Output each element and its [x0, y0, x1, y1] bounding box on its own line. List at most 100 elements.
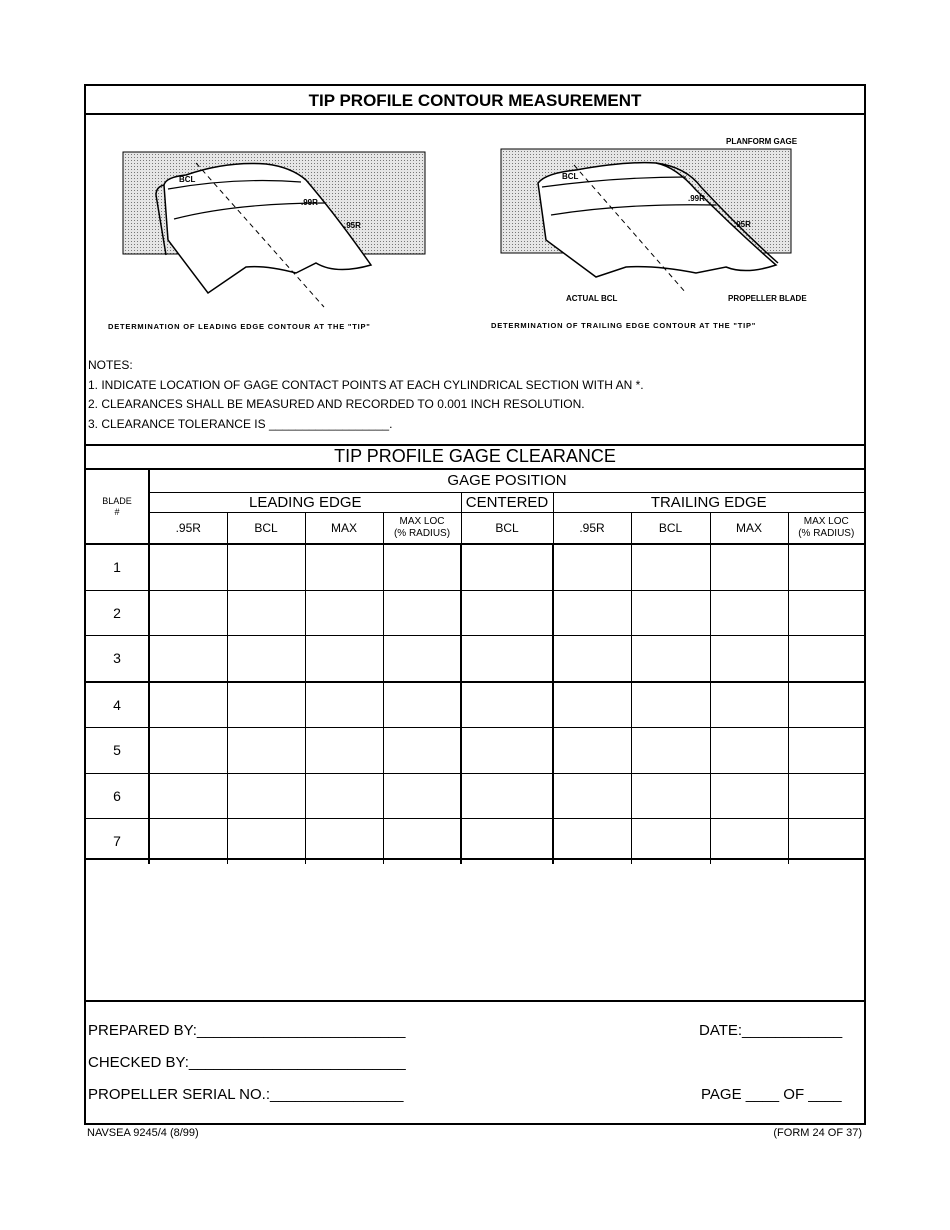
clearance-cell[interactable]	[709, 635, 789, 682]
prepared-by-field[interactable]: PREPARED BY:_________________________	[88, 1022, 406, 1039]
clearance-cell[interactable]	[552, 727, 632, 774]
column-header-line: (% RADIUS)	[393, 527, 451, 539]
clearance-cell[interactable]	[226, 543, 306, 591]
clearance-cell[interactable]	[630, 543, 711, 591]
clearance-cell[interactable]	[304, 589, 384, 636]
clearance-cell[interactable]	[630, 727, 711, 774]
clearance-cell[interactable]	[226, 635, 306, 682]
clearance-cell[interactable]	[709, 727, 789, 774]
clearance-cell[interactable]	[382, 543, 462, 591]
table-row: 7	[86, 818, 864, 864]
column-header: MAX LOC (% RADIUS)	[382, 511, 462, 545]
clearance-cell[interactable]	[630, 818, 711, 864]
caption-trailing-edge: DETERMINATION OF TRAILING EDGE CONTOUR A…	[491, 321, 756, 330]
clearance-cell[interactable]	[226, 818, 306, 864]
clearance-cell[interactable]	[460, 589, 554, 636]
clearance-cell[interactable]	[787, 543, 864, 591]
clearance-cell[interactable]	[382, 818, 462, 864]
clearance-cell[interactable]	[382, 680, 462, 728]
note-item: 3. CLEARANCE TOLERANCE IS ______________…	[88, 416, 393, 431]
column-header-line: MAX LOC	[399, 515, 445, 527]
clearance-cell[interactable]	[226, 727, 306, 774]
clearance-cell[interactable]	[709, 543, 789, 591]
clearance-cell[interactable]	[552, 543, 632, 591]
clearance-cell[interactable]	[552, 589, 632, 636]
clearance-cell[interactable]	[630, 589, 711, 636]
trailing-edge-diagram: PLANFORM GAGE BCL .99R .95R ACTUAL BCL P…	[491, 137, 807, 330]
clearance-cell[interactable]	[709, 818, 789, 864]
blade-number: 5	[86, 727, 150, 774]
clearance-cell[interactable]	[460, 818, 554, 864]
column-header: MAX	[709, 511, 789, 545]
blade-number: 7	[86, 818, 150, 864]
clearance-cell[interactable]	[709, 589, 789, 636]
blade-number: 1	[86, 543, 150, 591]
clearance-cell[interactable]	[709, 680, 789, 728]
label-bcl: BCL	[562, 172, 579, 181]
clearance-cell[interactable]	[552, 635, 632, 682]
clearance-cell[interactable]	[226, 680, 306, 728]
column-header: .95R	[148, 511, 228, 545]
clearance-cell[interactable]	[226, 589, 306, 636]
clearance-cell[interactable]	[787, 772, 864, 819]
clearance-cell[interactable]	[460, 680, 554, 728]
clearance-cell[interactable]	[148, 589, 228, 636]
clearance-cell[interactable]	[787, 727, 864, 774]
blade-header: BLADE #	[86, 468, 150, 545]
clearance-cell[interactable]	[148, 635, 228, 682]
clearance-cell[interactable]	[552, 772, 632, 819]
clearance-cell[interactable]	[787, 589, 864, 636]
clearance-cell[interactable]	[148, 680, 228, 728]
column-header: MAX LOC (% RADIUS)	[787, 511, 864, 545]
clearance-cell[interactable]	[460, 635, 554, 682]
note-item: 2. CLEARANCES SHALL BE MEASURED AND RECO…	[88, 397, 585, 411]
table-title: TIP PROFILE GAGE CLEARANCE	[334, 446, 616, 466]
blade-number: 4	[86, 680, 150, 728]
clearance-cell[interactable]	[226, 772, 306, 819]
clearance-cell[interactable]	[552, 680, 632, 728]
propeller-serial-field[interactable]: PROPELLER SERIAL NO.:________________	[88, 1086, 404, 1103]
clearance-cell[interactable]	[304, 818, 384, 864]
group-leading-edge: LEADING EDGE	[148, 491, 462, 513]
checked-by-field[interactable]: CHECKED BY:__________________________	[88, 1054, 406, 1071]
clearance-cell[interactable]	[148, 727, 228, 774]
clearance-cell[interactable]	[382, 589, 462, 636]
clearance-cell[interactable]	[630, 772, 711, 819]
clearance-cell[interactable]	[709, 772, 789, 819]
clearance-cell[interactable]	[148, 543, 228, 591]
clearance-cell[interactable]	[382, 727, 462, 774]
table-row: 5	[86, 727, 864, 774]
clearance-cell[interactable]	[304, 635, 384, 682]
table-row: 3	[86, 635, 864, 682]
clearance-cell[interactable]	[148, 818, 228, 864]
clearance-cell[interactable]	[148, 772, 228, 819]
table-row: 4	[86, 680, 864, 728]
clearance-cell[interactable]	[630, 680, 711, 728]
clearance-cell[interactable]	[787, 818, 864, 864]
form-frame: TIP PROFILE CONTOUR MEASUREMENT BCL .99R…	[84, 84, 866, 1125]
clearance-cell[interactable]	[304, 543, 384, 591]
column-header-line: MAX LOC	[803, 515, 849, 527]
label-actual-bcl: ACTUAL BCL	[566, 294, 618, 303]
date-field[interactable]: DATE:____________	[699, 1022, 843, 1039]
clearance-cell[interactable]	[382, 635, 462, 682]
clearance-table: BLADE # GAGE POSITION LEADING EDGE CENTER…	[86, 468, 864, 864]
gage-position-header: GAGE POSITION	[148, 468, 864, 493]
clearance-cell[interactable]	[787, 635, 864, 682]
table-row: 2	[86, 589, 864, 636]
clearance-cell[interactable]	[304, 727, 384, 774]
clearance-cell[interactable]	[304, 772, 384, 819]
clearance-cell[interactable]	[460, 727, 554, 774]
blade-number: 2	[86, 589, 150, 636]
page-of-field[interactable]: PAGE ____ OF ____	[701, 1086, 842, 1103]
clearance-cell[interactable]	[460, 543, 554, 591]
clearance-cell[interactable]	[304, 680, 384, 728]
blade-number: 6	[86, 772, 150, 819]
clearance-cell[interactable]	[460, 772, 554, 819]
clearance-cell[interactable]	[630, 635, 711, 682]
clearance-cell[interactable]	[552, 818, 632, 864]
clearance-cell[interactable]	[382, 772, 462, 819]
clearance-cell[interactable]	[787, 680, 864, 728]
column-header: BCL	[226, 511, 306, 545]
